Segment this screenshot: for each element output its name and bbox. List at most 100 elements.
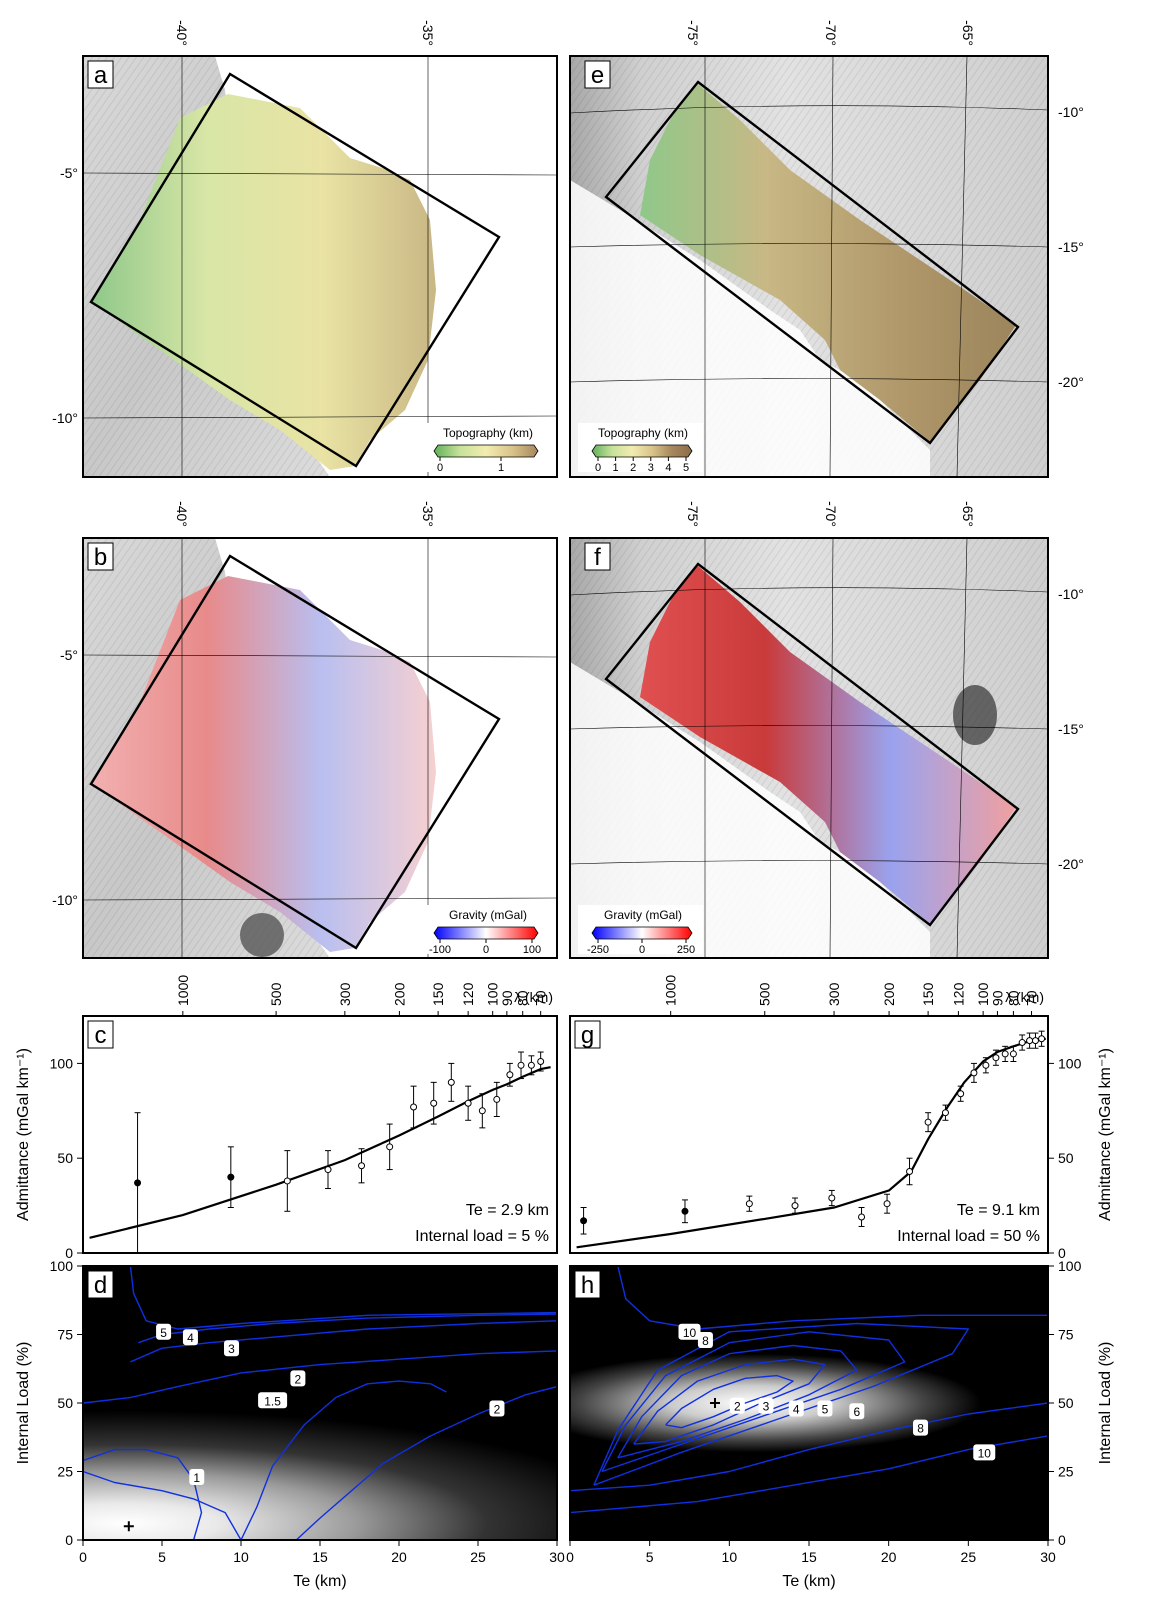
contour-label-d-0: 5	[160, 1326, 167, 1340]
y-axis-label-c: Admittance (mGal km⁻¹)	[15, 1048, 32, 1221]
top-axis-label-g: λ (km)	[1005, 989, 1044, 1005]
gravity-fill-b	[92, 576, 436, 952]
x-tick-h-6: 30	[1040, 1549, 1056, 1565]
wavelength-tick-g-0: 1000	[663, 975, 679, 1006]
x-tick-d-0: 0	[79, 1549, 87, 1565]
contour-label-bg-d-3	[290, 1370, 306, 1387]
contour-label-d-2: 3	[228, 1342, 235, 1356]
lat-tick-a-1: -10°	[52, 410, 78, 426]
y-tick-d-4: 100	[50, 1258, 74, 1274]
data-point-c-10	[478, 1107, 486, 1115]
colorbar-tick-e-5: 5	[683, 462, 689, 474]
colorbar-tick-a-1: 1	[498, 462, 504, 474]
data-point-c-5	[386, 1143, 394, 1151]
contour-label-h-1: 8	[702, 1334, 709, 1348]
y-axis-label-g: Admittance (mGal km⁻¹)	[1097, 1048, 1114, 1221]
plot-frame-g	[569, 1015, 1049, 1254]
panel-label-box-g	[574, 1020, 601, 1049]
panel-label-box-h	[574, 1270, 601, 1299]
colorbar-gradient-f	[591, 926, 693, 940]
contour-label-bg-h-2	[729, 1397, 745, 1414]
lat-tick-b-1: -10°	[52, 892, 78, 908]
y-tick-h-0: 0	[1058, 1532, 1066, 1548]
y-tick-c-1: 50	[57, 1150, 73, 1166]
y-tick-h-3: 75	[1058, 1327, 1074, 1343]
colorbar-tick-f-0: -250	[587, 944, 609, 956]
contour-line-d-2	[240, 1380, 447, 1540]
colorbar-tick-e-0: 0	[595, 462, 601, 474]
colorbar-title-a: Topography (km)	[443, 426, 533, 440]
annotation-g-0: Te = 9.1 km	[957, 1202, 1040, 1219]
data-point-g-17	[1026, 1037, 1034, 1045]
data-point-g-14	[1001, 1050, 1009, 1058]
panel-label-a: a	[94, 62, 108, 89]
lon-tick-a-0: -40°	[174, 20, 190, 46]
contour-line-h-1	[633, 1358, 826, 1445]
data-point-c-2	[283, 1177, 291, 1185]
x-tick-h-5: 25	[961, 1549, 977, 1565]
contour-label-h-3: 3	[763, 1400, 770, 1414]
data-point-g-11	[970, 1069, 978, 1077]
data-point-g-0	[580, 1217, 588, 1225]
lon-tick-e-1: -70°	[823, 20, 839, 46]
x-tick-d-5: 25	[470, 1549, 486, 1565]
data-point-c-7	[430, 1099, 438, 1107]
lat-tick-f-1: -15°	[1058, 721, 1084, 737]
model-curve-g	[576, 1037, 1046, 1249]
contour-label-bg-h-0	[678, 1323, 701, 1340]
data-point-g-9	[941, 1109, 949, 1117]
data-point-c-1	[227, 1173, 235, 1181]
y-tick-g-2: 100	[1058, 1055, 1082, 1071]
panel-label-f: f	[594, 544, 601, 571]
contour-label-h-0: 10	[683, 1326, 697, 1340]
contour-label-h-5: 5	[822, 1402, 829, 1416]
wavelength-tick-g-6: 100	[975, 982, 991, 1006]
contour-label-d-4: 1.5	[264, 1394, 281, 1408]
colorbar-tick-b-1: 0	[483, 944, 489, 956]
x-tick-h-0: 0	[566, 1549, 574, 1565]
wavelength-tick-g-9: 70	[1024, 990, 1040, 1006]
lon-tick-f-0: -75°	[685, 501, 701, 527]
wavelength-tick-c-8: 80	[515, 990, 531, 1006]
wavelength-tick-g-1: 500	[757, 982, 773, 1006]
contour-label-bg-h-6	[849, 1403, 865, 1420]
colorbar-tick-e-2: 2	[630, 462, 636, 474]
y-tick-c-2: 100	[50, 1055, 74, 1071]
contour-label-bg-d-1	[182, 1329, 198, 1346]
data-point-g-10	[957, 1090, 965, 1098]
wavelength-tick-g-5: 120	[950, 982, 966, 1006]
colorbar-a: Topography (km) 0 1	[425, 423, 550, 474]
contour-label-h-8: 10	[978, 1446, 992, 1460]
y-tick-d-1: 25	[57, 1464, 73, 1480]
panel-label-g: g	[581, 1022, 594, 1049]
data-point-c-11	[493, 1095, 501, 1103]
map-panel-e: e -75° -70° -65° -10° -15° -20° Topograp…	[569, 20, 1084, 478]
data-point-c-12	[506, 1071, 514, 1079]
panel-label-b: b	[94, 544, 107, 571]
data-point-c-14	[527, 1061, 535, 1069]
data-point-g-3	[791, 1202, 799, 1210]
panel-label-e: e	[591, 62, 604, 89]
panel-label-box-c	[87, 1020, 114, 1049]
wavelength-tick-c-7: 90	[499, 990, 515, 1006]
wavelength-tick-g-4: 150	[920, 982, 936, 1006]
data-point-c-4	[358, 1162, 366, 1170]
misfit-heatmap-h	[570, 1266, 1048, 1540]
x-axis-label-h: Te (km)	[782, 1573, 835, 1590]
top-axis-label-c: λ (km)	[514, 989, 553, 1005]
lat-tick-e-1: -15°	[1058, 239, 1084, 255]
contour-label-bg-h-7	[913, 1419, 929, 1436]
data-point-g-12	[982, 1061, 990, 1069]
lon-tick-b-1: -35°	[420, 501, 436, 527]
annotation-g-1: Internal load = 50 %	[897, 1228, 1040, 1245]
y-tick-h-1: 25	[1058, 1464, 1074, 1480]
annotation-c-0: Te = 2.9 km	[466, 1202, 549, 1219]
y-tick-g-1: 50	[1058, 1150, 1074, 1166]
contour-line-h-2	[617, 1344, 858, 1459]
contours-d	[83, 1266, 557, 1540]
lat-tick-f-0: -10°	[1058, 586, 1084, 602]
contour-label-d-5: 1	[193, 1471, 200, 1485]
